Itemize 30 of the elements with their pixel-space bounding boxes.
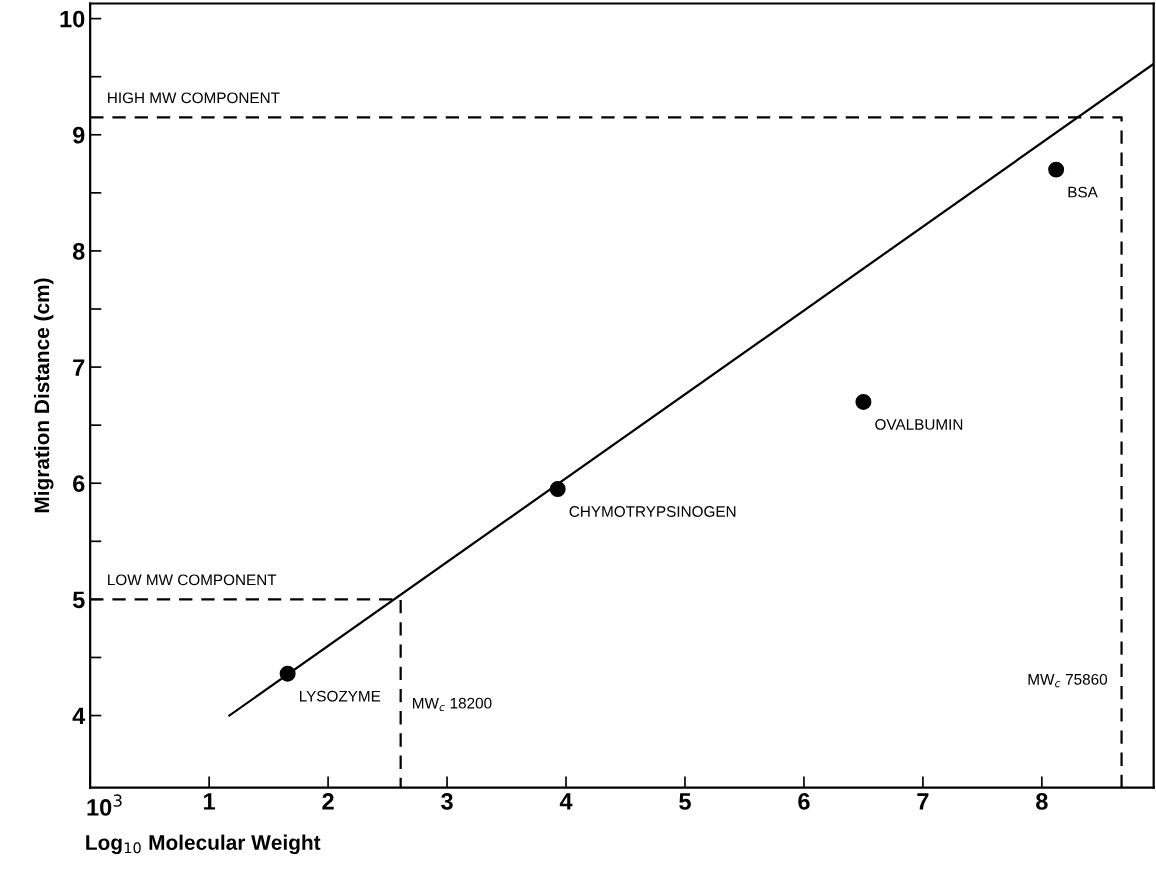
annotation: HIGH MW COMPONENT	[108, 92, 280, 104]
annotation: CHYMOTRYPSINOGEN	[569, 506, 736, 517]
x-axis-title: Log$_{10}$ Molecular Weight	[86, 834, 321, 855]
y-tick-label: 10	[60, 10, 85, 28]
x-tick-label: 8	[1036, 793, 1048, 810]
x-tick-label: 1	[204, 793, 216, 810]
x-tick-label: 7	[917, 793, 929, 810]
y-tick-label: 9	[73, 126, 85, 144]
point	[855, 393, 872, 410]
point	[549, 481, 566, 498]
annotation: MW$_{c}$ 18200	[413, 697, 492, 712]
y-tick-label: 8	[72, 242, 85, 260]
x-tick-label: 5	[679, 793, 691, 810]
annotation: OVALBUMIN	[875, 419, 963, 430]
annotation: LOW MW COMPONENT	[108, 574, 277, 586]
y-tick-label: 5	[72, 591, 85, 609]
x-tick-label: 3	[441, 793, 453, 810]
y-axis-title: Migration Distance (cm)	[33, 278, 54, 513]
y-tick-label: 7	[73, 359, 85, 376]
y-tick-label: 6	[73, 475, 85, 493]
y-tick-label: 4	[72, 707, 86, 725]
annotation: BSA	[1068, 186, 1098, 198]
annotation: LYSOZYME	[300, 690, 381, 702]
x-tick-label: 2	[322, 793, 334, 810]
annotation: MW$_{c}$ 75860	[1028, 673, 1108, 688]
point	[279, 665, 296, 682]
text: 10$^{3}$	[87, 794, 122, 816]
x-tick-label: 6	[798, 793, 810, 810]
x-tick-label: 4	[559, 793, 573, 810]
point	[1048, 161, 1065, 178]
